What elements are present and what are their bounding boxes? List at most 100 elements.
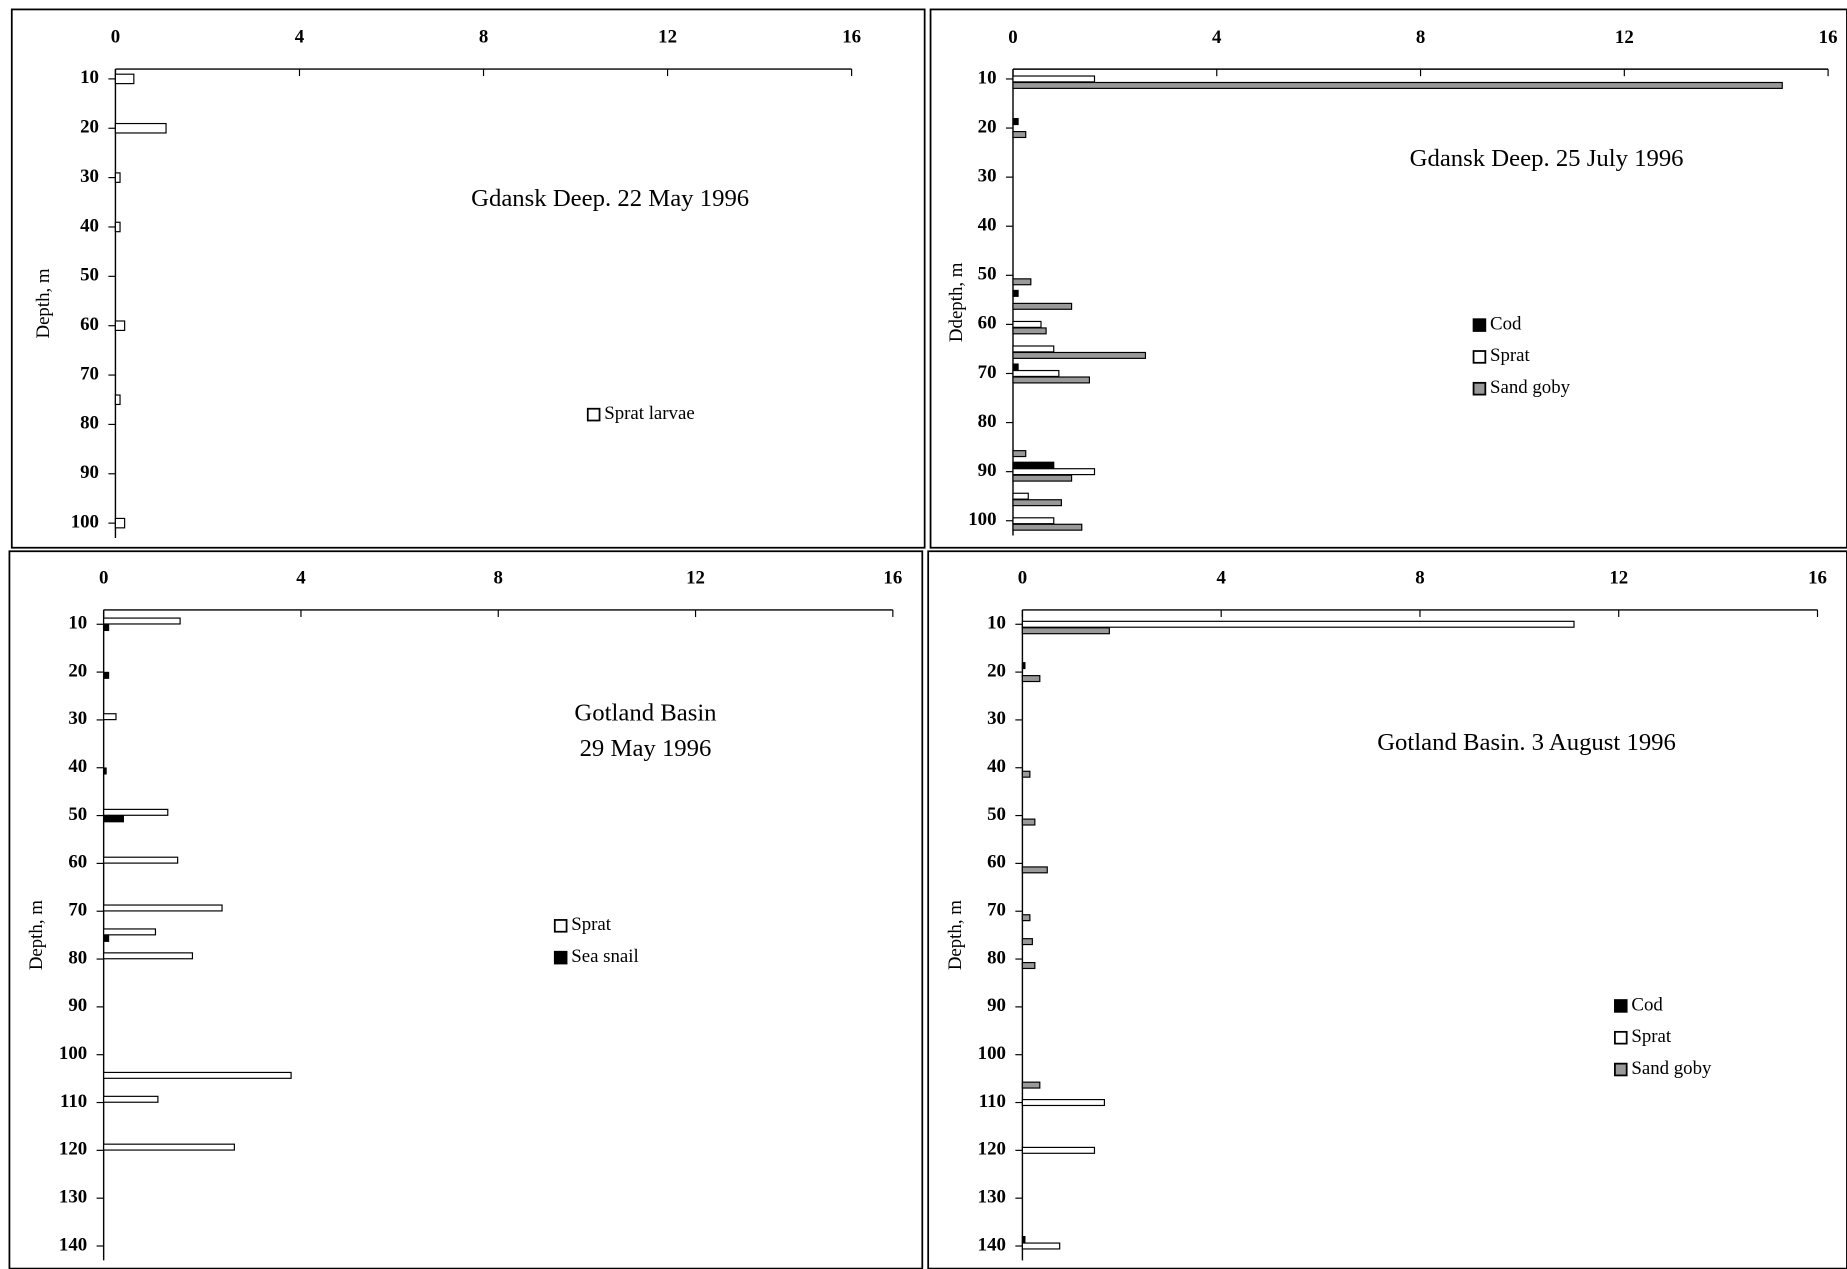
y-axis-label: Depth, m <box>945 900 966 970</box>
bar <box>103 767 107 775</box>
x-tick-label: 4 <box>295 27 305 48</box>
bar <box>114 320 126 331</box>
y-tick-label: 50 <box>68 804 87 825</box>
y-tick-label: 60 <box>68 852 87 873</box>
legend-label: Cod <box>1631 994 1663 1015</box>
y-tick-label: 40 <box>68 756 87 777</box>
y-tick-label: 80 <box>80 413 99 434</box>
y-tick-label: 140 <box>59 1234 87 1255</box>
bar <box>1021 662 1026 670</box>
x-tick-label: 16 <box>842 27 861 48</box>
panel-frame <box>927 550 1847 1269</box>
y-axis-label: Depth, m <box>33 268 54 338</box>
panel-frame <box>929 8 1847 549</box>
y-tick-label: 70 <box>978 362 997 383</box>
bar <box>1021 866 1048 874</box>
legend-swatch <box>1472 381 1487 396</box>
y-tick-label: 20 <box>987 660 1006 681</box>
bar <box>1012 75 1096 83</box>
y-tick-label: 130 <box>978 1187 1006 1208</box>
y-tick-label: 10 <box>80 67 99 88</box>
bar <box>1021 914 1031 922</box>
bar <box>1021 1081 1041 1089</box>
bar <box>103 713 117 721</box>
bar <box>103 928 157 936</box>
bar <box>103 1095 159 1103</box>
y-tick-label: 90 <box>68 995 87 1016</box>
bar <box>114 172 121 183</box>
y-tick-label: 100 <box>968 509 996 530</box>
y-tick-label: 40 <box>987 756 1006 777</box>
legend-label: Cod <box>1490 313 1522 334</box>
y-tick-label: 40 <box>978 215 997 236</box>
bar <box>114 122 167 134</box>
chart-title: Gotland Basin <box>574 700 716 727</box>
y-axis-label: Ddepth, m <box>946 262 967 342</box>
legend-label: Sprat <box>571 914 612 935</box>
x-tick-label: 0 <box>111 27 120 48</box>
x-tick-label: 0 <box>1008 27 1017 48</box>
bar <box>1021 1098 1105 1107</box>
bar <box>1021 1235 1026 1244</box>
x-tick-label: 12 <box>1609 568 1628 589</box>
x-tick-label: 8 <box>479 27 488 48</box>
bar <box>1012 320 1042 328</box>
y-tick-label: 90 <box>978 460 997 481</box>
bar <box>103 623 110 632</box>
y-tick-label: 90 <box>80 462 99 483</box>
y-tick-label: 90 <box>987 995 1006 1016</box>
y-tick-label: 140 <box>978 1234 1006 1255</box>
legend-swatch <box>553 919 568 933</box>
panel-frame <box>10 8 926 549</box>
y-tick-label: 100 <box>71 511 99 532</box>
bar <box>114 517 126 529</box>
bar <box>1012 468 1096 476</box>
y-tick-label: 30 <box>987 708 1006 729</box>
bar <box>1012 450 1027 458</box>
y-tick-label: 100 <box>978 1043 1006 1064</box>
x-tick-label: 16 <box>1819 27 1838 48</box>
bar <box>103 1071 292 1079</box>
bar <box>1012 363 1019 371</box>
bar <box>1021 1146 1096 1154</box>
chart-title: 29 May 1996 <box>580 735 712 762</box>
bar <box>103 1143 235 1151</box>
bar <box>103 617 181 625</box>
bar <box>1012 130 1027 139</box>
bar <box>1012 345 1055 353</box>
bar <box>1012 118 1019 126</box>
y-tick-label: 10 <box>978 67 997 88</box>
y-tick-label: 120 <box>978 1139 1006 1160</box>
legend-swatch <box>1614 999 1628 1013</box>
legend-label: Sprat <box>1631 1026 1672 1047</box>
y-tick-label: 10 <box>68 613 87 634</box>
y-tick-label: 110 <box>60 1091 87 1112</box>
y-tick-label: 30 <box>978 165 997 186</box>
bar <box>1021 938 1033 946</box>
x-tick-label: 8 <box>1416 27 1425 48</box>
y-tick-label: 20 <box>978 116 997 137</box>
y-tick-label: 20 <box>68 660 87 681</box>
x-tick-label: 0 <box>1018 568 1027 589</box>
y-tick-label: 130 <box>59 1187 87 1208</box>
x-tick-label: 12 <box>1615 27 1634 48</box>
y-tick-label: 70 <box>987 900 1006 921</box>
bar <box>1021 620 1575 628</box>
legend-label: Sprat larvae <box>604 403 694 424</box>
bar <box>1012 492 1029 500</box>
legend-swatch <box>586 407 601 422</box>
y-tick-label: 120 <box>59 1139 87 1160</box>
bar <box>103 934 110 942</box>
y-tick-label: 50 <box>987 804 1006 825</box>
x-tick-label: 4 <box>1216 568 1226 589</box>
bar <box>1021 627 1110 635</box>
x-tick-label: 0 <box>99 568 108 589</box>
x-tick-label: 16 <box>1808 568 1827 589</box>
bar <box>103 952 194 960</box>
y-axis-label: Depth, m <box>26 900 47 970</box>
bar <box>1012 517 1055 525</box>
bar <box>1012 327 1047 335</box>
legend-swatch <box>1472 350 1487 364</box>
